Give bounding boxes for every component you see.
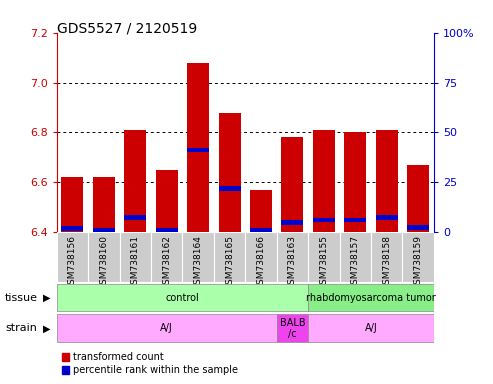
Text: ▶: ▶ <box>43 323 50 333</box>
Bar <box>407 165 429 232</box>
Text: GSM738162: GSM738162 <box>162 235 171 290</box>
Bar <box>313 218 335 222</box>
Text: GSM738166: GSM738166 <box>256 235 266 290</box>
Text: GSM738157: GSM738157 <box>351 235 360 290</box>
Bar <box>93 177 115 232</box>
Text: GSM738158: GSM738158 <box>382 235 391 290</box>
FancyBboxPatch shape <box>88 232 119 282</box>
FancyBboxPatch shape <box>182 232 214 282</box>
Bar <box>156 170 177 232</box>
FancyBboxPatch shape <box>308 314 434 342</box>
Bar <box>250 190 272 232</box>
FancyBboxPatch shape <box>57 314 277 342</box>
FancyBboxPatch shape <box>151 232 182 282</box>
Text: BALB
/c: BALB /c <box>280 318 305 339</box>
Text: strain: strain <box>5 323 37 333</box>
Bar <box>62 226 83 231</box>
FancyBboxPatch shape <box>277 314 308 342</box>
Text: tissue: tissue <box>5 293 38 303</box>
Bar <box>344 218 366 222</box>
Bar <box>218 113 241 232</box>
FancyBboxPatch shape <box>245 232 277 282</box>
Text: ▶: ▶ <box>43 293 50 303</box>
FancyBboxPatch shape <box>308 232 340 282</box>
FancyBboxPatch shape <box>57 284 308 311</box>
Bar <box>218 186 241 191</box>
Bar <box>156 228 177 232</box>
Bar <box>93 228 115 232</box>
Bar <box>62 177 83 232</box>
Text: rhabdomyosarcoma tumor: rhabdomyosarcoma tumor <box>306 293 436 303</box>
Bar <box>313 130 335 232</box>
FancyBboxPatch shape <box>308 284 434 311</box>
FancyBboxPatch shape <box>402 232 434 282</box>
Text: GDS5527 / 2120519: GDS5527 / 2120519 <box>57 21 197 35</box>
Text: GSM738155: GSM738155 <box>319 235 328 290</box>
Text: A/J: A/J <box>160 323 173 333</box>
Bar <box>124 215 146 220</box>
Bar <box>187 148 209 152</box>
Text: GSM738159: GSM738159 <box>414 235 423 290</box>
Text: A/J: A/J <box>365 323 377 333</box>
Text: GSM738165: GSM738165 <box>225 235 234 290</box>
FancyBboxPatch shape <box>371 232 402 282</box>
Bar <box>282 137 303 232</box>
FancyBboxPatch shape <box>57 232 88 282</box>
FancyBboxPatch shape <box>277 232 308 282</box>
Bar <box>407 225 429 230</box>
Text: GSM738161: GSM738161 <box>131 235 140 290</box>
Bar <box>344 132 366 232</box>
Text: GSM738156: GSM738156 <box>68 235 77 290</box>
FancyBboxPatch shape <box>119 232 151 282</box>
Legend: transformed count, percentile rank within the sample: transformed count, percentile rank withi… <box>62 353 238 375</box>
FancyBboxPatch shape <box>214 232 245 282</box>
Bar <box>282 220 303 225</box>
Text: GSM738160: GSM738160 <box>99 235 108 290</box>
Bar <box>376 215 398 220</box>
Bar <box>124 130 146 232</box>
Bar <box>376 130 398 232</box>
Text: GSM738164: GSM738164 <box>194 235 203 290</box>
FancyBboxPatch shape <box>340 232 371 282</box>
Bar <box>250 228 272 232</box>
Text: control: control <box>166 293 199 303</box>
Text: GSM738163: GSM738163 <box>288 235 297 290</box>
Bar <box>187 63 209 232</box>
